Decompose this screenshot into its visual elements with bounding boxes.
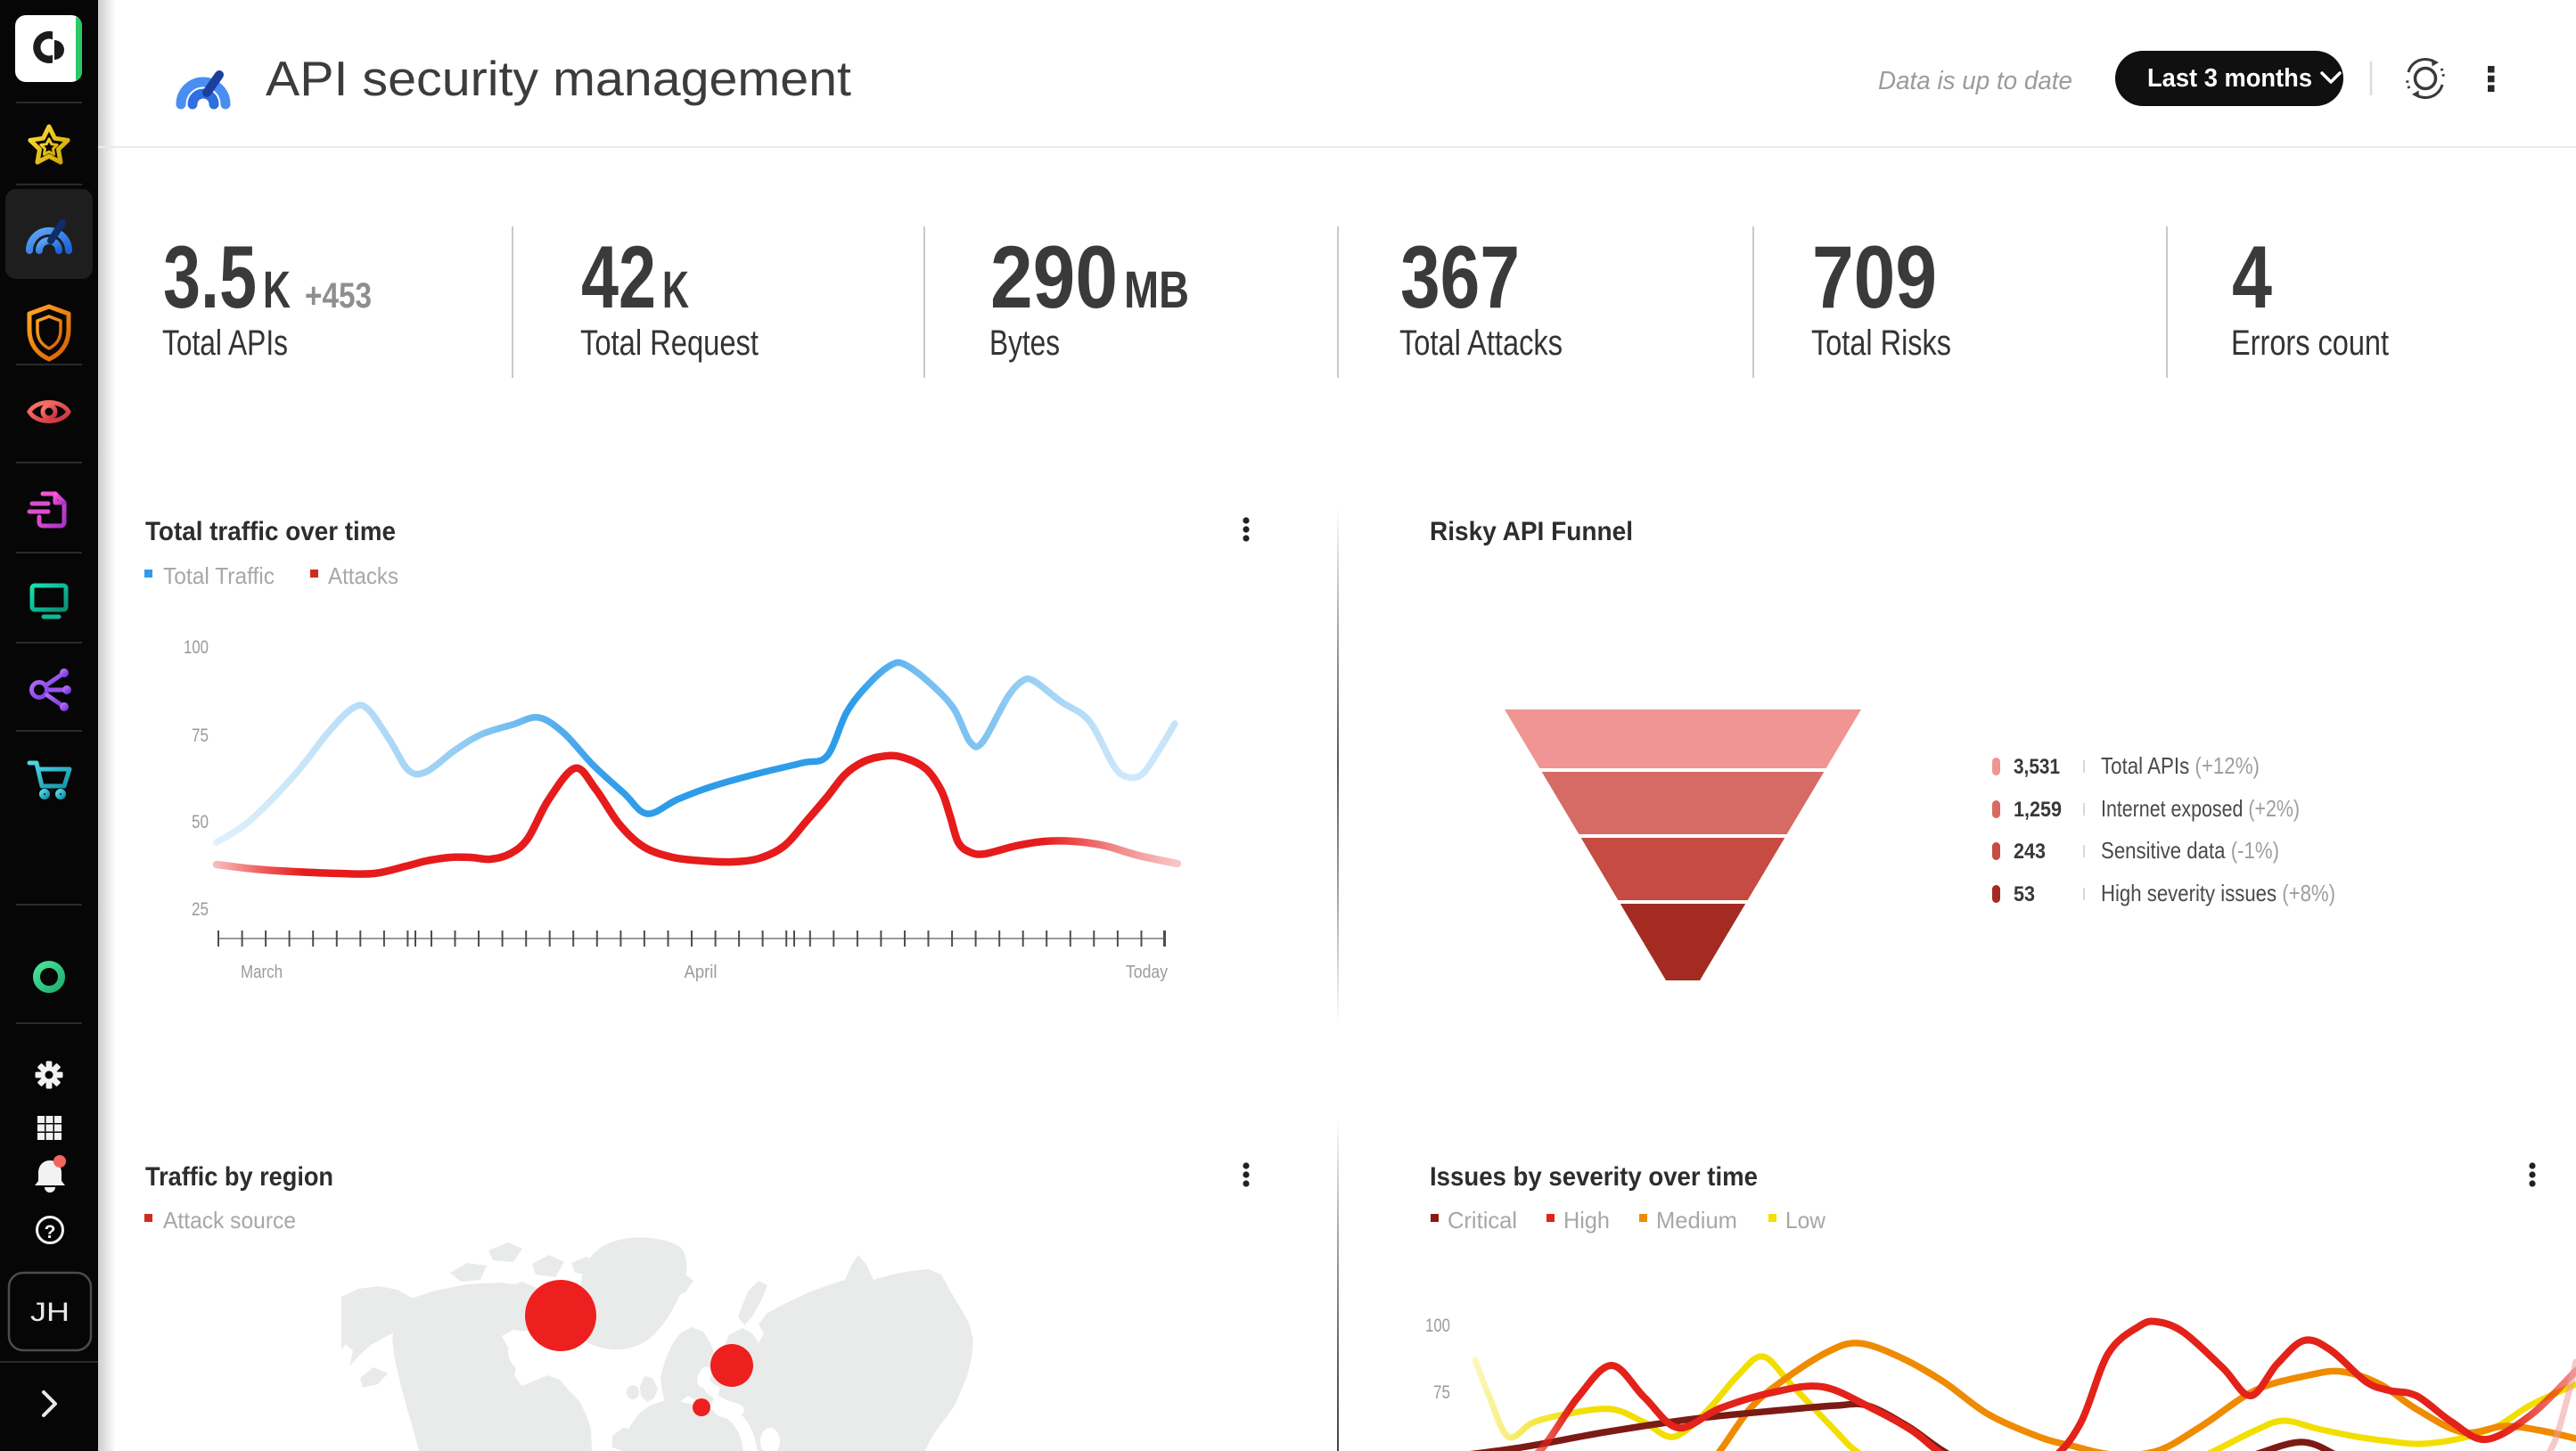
svg-text:709: 709 [1812,227,1937,326]
svg-text:100: 100 [1425,1316,1450,1336]
svg-text:Attack source: Attack source [163,1207,296,1234]
svg-text:3,531: 3,531 [2014,755,2060,779]
svg-text:Medium: Medium [1656,1207,1737,1234]
svg-text:25: 25 [192,899,209,920]
svg-text:High severity issues (+8%): High severity issues (+8%) [2101,880,2335,906]
svg-text:1,259: 1,259 [2014,798,2062,822]
svg-text:Bytes: Bytes [989,324,1060,363]
svg-text:Risky API Funnel: Risky API Funnel [1430,517,1633,546]
svg-text:4: 4 [2232,227,2272,326]
svg-text:Attacks: Attacks [328,562,398,589]
svg-text:Data is up to date: Data is up to date [1878,67,2072,95]
svg-text:75: 75 [1433,1382,1450,1403]
svg-text:Total APIs (+12%): Total APIs (+12%) [2101,752,2260,779]
svg-text:Total Attacks: Total Attacks [1399,324,1563,363]
svg-text:API security management: API security management [266,51,851,106]
svg-text:Sensitive data (-1%): Sensitive data (-1%) [2101,837,2279,864]
svg-text:K: K [662,261,689,319]
svg-text:MB: MB [1124,261,1189,319]
svg-text:March: March [241,963,283,982]
svg-text:Traffic by region: Traffic by region [145,1162,333,1192]
svg-text:3.5: 3.5 [163,227,257,326]
svg-text:Total APIs: Total APIs [162,324,288,363]
svg-text:53: 53 [2014,882,2035,906]
svg-text:42: 42 [581,227,656,326]
svg-text:+453: +453 [305,276,372,316]
svg-text:High: High [1563,1207,1610,1234]
svg-text:K: K [263,261,291,319]
svg-text:50: 50 [1433,1449,1450,1451]
svg-text:Today: Today [1126,963,1168,982]
svg-text:Total traffic over time: Total traffic over time [145,517,396,546]
svg-text:Errors count: Errors count [2231,324,2389,363]
svg-text:Total Request: Total Request [580,324,759,363]
svg-text:Issues by severity over time: Issues by severity over time [1430,1162,1758,1192]
svg-text:Internet exposed (+2%): Internet exposed (+2%) [2101,795,2300,822]
svg-text:Critical: Critical [1448,1207,1517,1234]
svg-text:Total Traffic: Total Traffic [163,562,275,589]
svg-text:?: ? [45,1222,56,1242]
svg-text:JH: JH [30,1298,70,1327]
svg-text:243: 243 [2014,840,2046,864]
svg-text:Total Risks: Total Risks [1811,324,1951,363]
svg-text:100: 100 [184,637,209,658]
svg-text:75: 75 [192,726,209,746]
svg-text:Low: Low [1785,1207,1825,1234]
svg-text:367: 367 [1400,227,1520,326]
svg-text:April: April [685,963,718,982]
svg-text:Last 3 months: Last 3 months [2147,64,2312,93]
svg-text:290: 290 [990,227,1118,326]
svg-text:50: 50 [192,812,209,832]
